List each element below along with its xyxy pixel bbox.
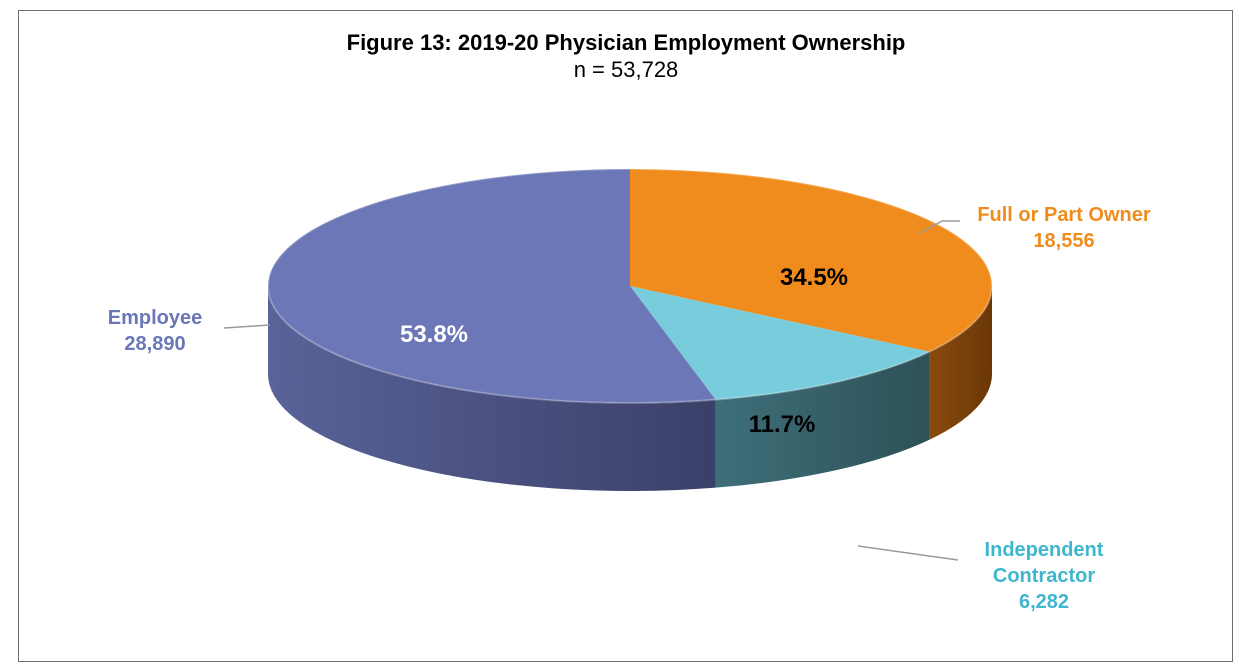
category-label-owner: Full or Part Owner xyxy=(977,204,1151,226)
slice-independent-contractor-side xyxy=(715,351,930,488)
category-label-contractor-line1: Independent xyxy=(985,539,1104,561)
data-label-owner-percent: 34.5% xyxy=(780,264,848,291)
pie-sides xyxy=(268,286,992,491)
chart-title: Figure 13: 2019-20 Physician Employment … xyxy=(347,30,906,55)
category-value-contractor: 6,282 xyxy=(1019,591,1069,613)
category-label-employee: Employee xyxy=(108,307,202,329)
slice-independent-contractor xyxy=(630,286,930,400)
slice-full-or-part-owner-side xyxy=(929,286,992,440)
category-label-contractor-line2: Contractor xyxy=(993,565,1095,587)
slice-employee-side xyxy=(268,286,716,491)
leader-line-owner xyxy=(919,220,960,234)
category-value-owner: 18,556 xyxy=(1033,230,1094,252)
slice-employee xyxy=(268,169,716,403)
leader-line-employee xyxy=(223,324,271,329)
leader-line-contractor xyxy=(857,545,959,561)
pie-rim xyxy=(267,168,993,404)
data-label-contractor-percent: 11.7% xyxy=(749,411,816,438)
category-value-employee: 28,890 xyxy=(124,333,185,355)
chart-subtitle: n = 53,728 xyxy=(574,57,679,82)
slice-full-or-part-owner xyxy=(630,169,993,352)
pie-tops xyxy=(267,168,993,404)
data-label-employee-percent: 53.8% xyxy=(400,321,468,348)
